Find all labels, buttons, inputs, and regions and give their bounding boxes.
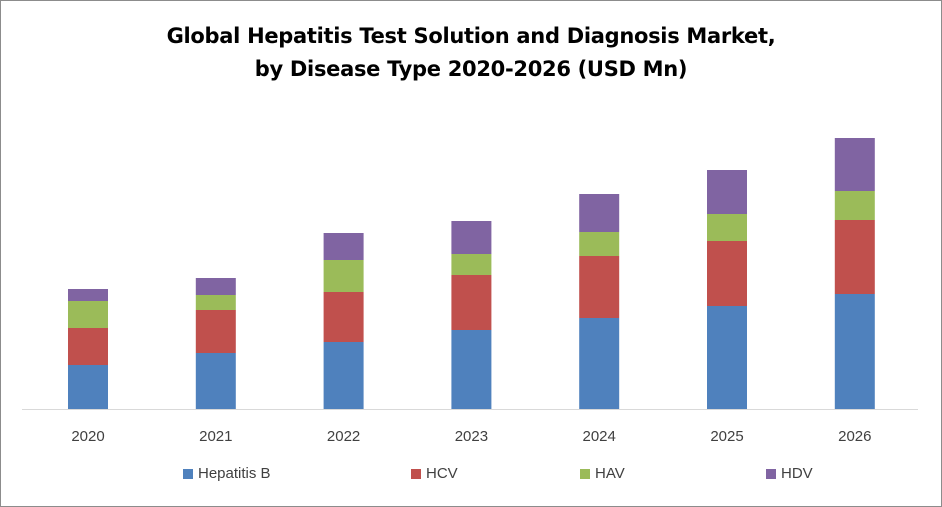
legend-swatch: [766, 468, 776, 479]
bar-hdv-2025: [707, 170, 747, 214]
x-tick-label: 2026: [838, 428, 871, 445]
bar-hcv-2020: [68, 328, 108, 365]
bar-hav-2022: [323, 260, 364, 292]
bar-hav-2021: [195, 295, 236, 310]
bar-hepatitis-b-2024: [579, 318, 620, 409]
legend-swatch: [580, 468, 590, 479]
bar-hav-2026: [834, 191, 875, 220]
legend-label: HAV: [595, 465, 625, 482]
x-tick-label: 2024: [583, 428, 616, 445]
bar-hepatitis-b-2021: [195, 353, 236, 409]
bar-hcv-2025: [707, 241, 747, 306]
bar-hepatitis-b-2026: [834, 294, 875, 409]
bar-hav-2025: [707, 214, 747, 241]
bar-hcv-2021: [195, 310, 236, 353]
legend-label: HDV: [781, 465, 813, 482]
x-tick-label: 2022: [327, 428, 360, 445]
legend-label: Hepatitis B: [198, 465, 271, 482]
bar-hdv-2021: [195, 278, 236, 295]
bar-hdv-2020: [68, 289, 108, 301]
bar-hepatitis-b-2025: [707, 306, 747, 409]
legend-item-hdv: HDV: [766, 465, 813, 482]
legend-item-hav: HAV: [580, 465, 625, 482]
legend-item-hcv: HCV: [411, 465, 458, 482]
chart-title: Global Hepatitis Test Solution and Diagn…: [0, 20, 942, 86]
bar-hcv-2024: [579, 256, 620, 318]
bar-hav-2020: [68, 301, 108, 328]
legend-swatch: [183, 468, 193, 479]
x-tick-label: 2020: [71, 428, 104, 445]
legend-label: HCV: [426, 465, 458, 482]
chart-title-line2: by Disease Type 2020-2026 (USD Mn): [254, 57, 688, 81]
bar-hepatitis-b-2020: [68, 365, 108, 409]
bar-hav-2023: [451, 254, 492, 275]
legend-swatch: [411, 468, 421, 479]
bar-hcv-2023: [451, 275, 492, 330]
bar-hcv-2026: [834, 220, 875, 294]
bar-hdv-2023: [451, 221, 492, 254]
x-tick-label: 2025: [710, 428, 743, 445]
bar-hav-2024: [579, 232, 620, 256]
bar-hdv-2022: [323, 233, 364, 260]
bar-hepatitis-b-2022: [323, 342, 364, 409]
bar-hcv-2022: [323, 292, 364, 342]
chart-title-line1: Global Hepatitis Test Solution and Diagn…: [166, 24, 776, 48]
bar-hepatitis-b-2023: [451, 330, 492, 409]
legend-item-hepatitis-b: Hepatitis B: [183, 465, 271, 482]
bar-hdv-2024: [579, 194, 620, 232]
x-tick-label: 2023: [455, 428, 488, 445]
bar-hdv-2026: [834, 138, 875, 191]
x-tick-label: 2021: [199, 428, 232, 445]
